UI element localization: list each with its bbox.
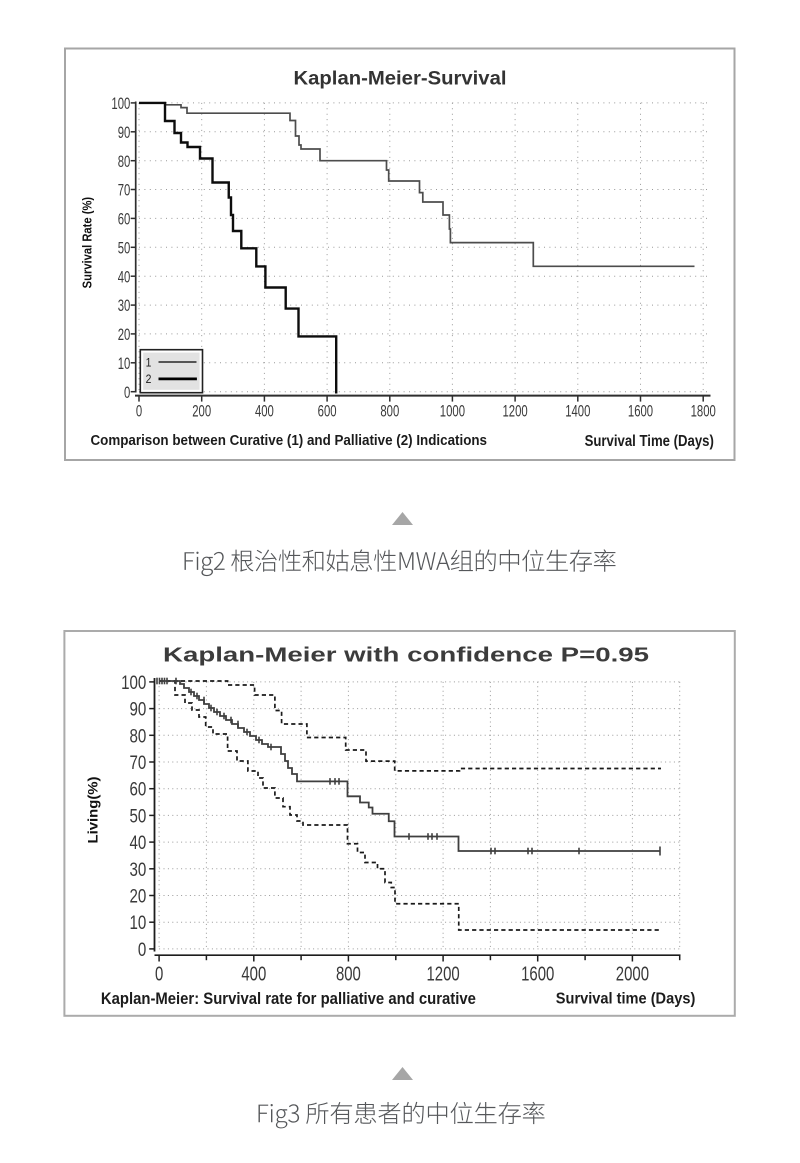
svg-text:90: 90	[130, 700, 147, 721]
svg-text:50: 50	[118, 239, 131, 257]
svg-text:Kaplan-Meier: Survival rate fo: Kaplan-Meier: Survival rate for palliati…	[101, 990, 476, 1008]
svg-text:10: 10	[118, 355, 131, 373]
svg-text:800: 800	[380, 402, 399, 420]
svg-text:10: 10	[130, 913, 147, 934]
svg-text:1800: 1800	[691, 402, 716, 420]
svg-text:Kaplan-Meier with confidence P: Kaplan-Meier with confidence P=0.95	[163, 644, 649, 667]
svg-text:60: 60	[130, 780, 147, 801]
svg-text:0: 0	[155, 963, 163, 986]
svg-text:1600: 1600	[628, 402, 653, 420]
svg-text:70: 70	[130, 753, 147, 774]
svg-text:400: 400	[241, 963, 266, 986]
svg-text:1400: 1400	[565, 402, 590, 420]
svg-text:80: 80	[118, 153, 131, 171]
svg-text:1600: 1600	[521, 963, 554, 986]
svg-text:0: 0	[138, 940, 146, 961]
svg-text:60: 60	[118, 211, 131, 229]
svg-text:40: 40	[118, 268, 131, 286]
svg-text:Survival Time (Days): Survival Time (Days)	[585, 433, 714, 450]
svg-text:Survival Rate (%): Survival Rate (%)	[80, 197, 94, 289]
svg-text:1200: 1200	[427, 963, 460, 986]
svg-text:Comparison between Curative (1: Comparison between Curative (1) and Pall…	[91, 432, 488, 449]
svg-text:70: 70	[118, 182, 131, 200]
svg-text:2000: 2000	[616, 963, 649, 986]
svg-text:50: 50	[130, 806, 147, 827]
svg-text:30: 30	[118, 297, 131, 315]
svg-text:1000: 1000	[440, 402, 465, 420]
svg-text:2: 2	[146, 372, 152, 386]
svg-text:800: 800	[336, 963, 361, 986]
svg-text:400: 400	[255, 402, 274, 420]
svg-text:0: 0	[124, 384, 130, 402]
svg-text:90: 90	[118, 124, 131, 142]
svg-text:Kaplan-Meier-Survival: Kaplan-Meier-Survival	[294, 68, 507, 90]
svg-text:20: 20	[118, 326, 131, 344]
svg-text:600: 600	[318, 402, 337, 420]
svg-text:0: 0	[136, 402, 142, 420]
svg-text:30: 30	[130, 860, 147, 881]
svg-text:40: 40	[130, 833, 147, 854]
svg-text:20: 20	[130, 887, 147, 908]
svg-text:100: 100	[111, 95, 130, 113]
svg-text:1: 1	[146, 355, 152, 369]
svg-text:Living(%): Living(%)	[86, 777, 101, 844]
svg-text:200: 200	[192, 402, 211, 420]
svg-text:1200: 1200	[503, 402, 528, 420]
svg-text:100: 100	[121, 673, 146, 694]
svg-text:80: 80	[130, 726, 147, 747]
svg-text:Survival time (Days): Survival time (Days)	[556, 991, 696, 1008]
